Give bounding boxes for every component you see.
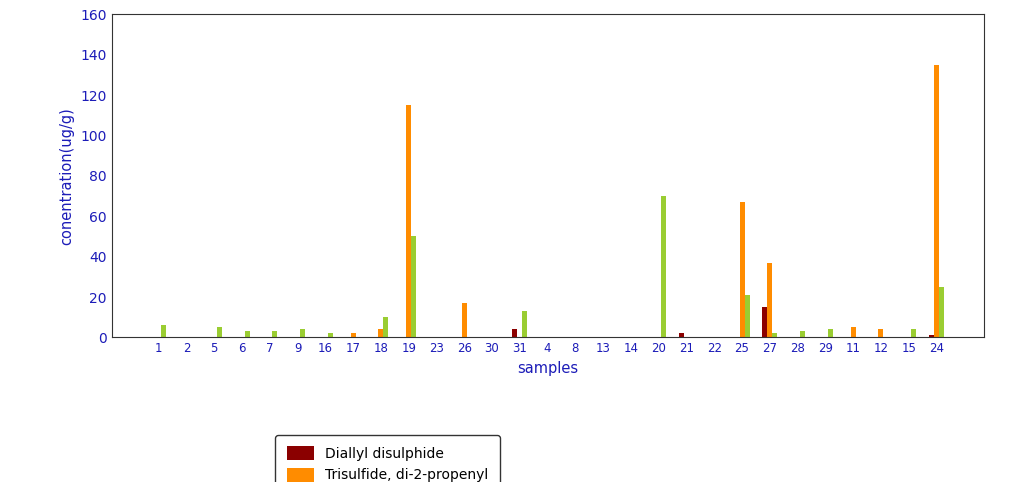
Bar xyxy=(217,327,222,337)
Bar xyxy=(912,329,917,337)
Bar xyxy=(411,237,416,337)
Bar xyxy=(744,295,749,337)
Bar xyxy=(878,329,883,337)
Bar xyxy=(522,311,527,337)
Legend: Diallyl disulphide, Trisulfide, di-2-propenyl, Diallyl sulfide: Diallyl disulphide, Trisulfide, di-2-pro… xyxy=(276,435,500,482)
Bar xyxy=(161,325,166,337)
Bar xyxy=(512,329,517,337)
Y-axis label: conentration(ug/g): conentration(ug/g) xyxy=(60,107,75,245)
Bar xyxy=(661,196,666,337)
X-axis label: samples: samples xyxy=(517,361,578,376)
Bar xyxy=(739,202,744,337)
Bar xyxy=(300,329,305,337)
Bar xyxy=(407,105,411,337)
Bar xyxy=(351,334,356,337)
Bar xyxy=(768,263,773,337)
Bar xyxy=(773,334,778,337)
Bar xyxy=(929,335,934,337)
Bar xyxy=(851,327,856,337)
Bar xyxy=(378,329,383,337)
Bar xyxy=(383,317,388,337)
Bar xyxy=(800,331,805,337)
Bar xyxy=(244,331,249,337)
Bar xyxy=(273,331,277,337)
Bar xyxy=(934,65,939,337)
Bar xyxy=(679,334,684,337)
Bar xyxy=(328,334,333,337)
Bar xyxy=(461,303,466,337)
Bar xyxy=(939,287,944,337)
Bar xyxy=(827,329,832,337)
Bar xyxy=(763,307,768,337)
